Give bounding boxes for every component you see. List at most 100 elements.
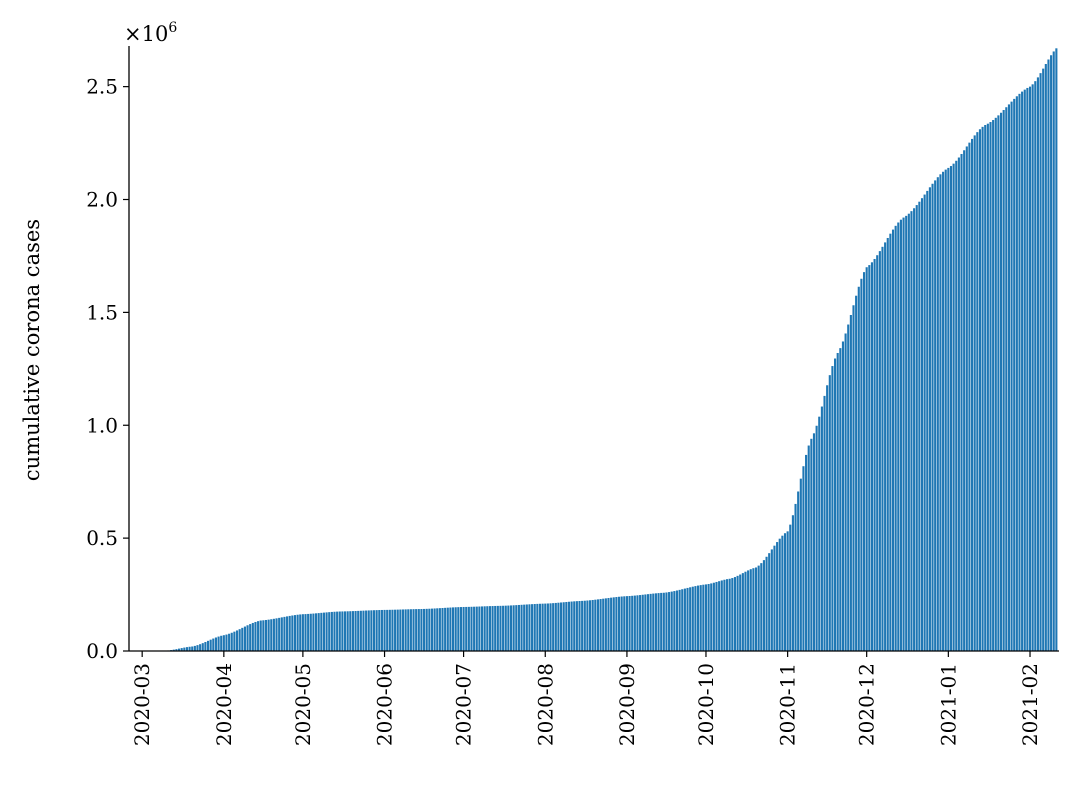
bar [1003, 110, 1005, 651]
bar [549, 603, 551, 651]
bar [629, 596, 631, 651]
bar [447, 608, 449, 651]
bar [642, 595, 644, 651]
bar [441, 608, 443, 651]
bar [592, 600, 594, 651]
bar [723, 580, 725, 651]
bar [254, 622, 256, 651]
bar [357, 611, 359, 651]
bar [225, 635, 227, 651]
bar [787, 531, 789, 651]
bar [821, 407, 823, 651]
x-tick-label: 2020-07 [452, 663, 476, 746]
bar [694, 586, 696, 651]
bar [528, 604, 530, 651]
bar [813, 433, 815, 651]
bar [1018, 94, 1020, 651]
bar [676, 590, 678, 651]
bar [304, 614, 306, 651]
bar [984, 125, 986, 651]
bar [636, 595, 638, 651]
bar [544, 604, 546, 651]
bar [199, 644, 201, 651]
bar [370, 610, 372, 651]
bar [291, 615, 293, 651]
bar [215, 637, 217, 651]
bar [800, 479, 802, 651]
bar [982, 127, 984, 651]
bar [650, 594, 652, 651]
bar [974, 135, 976, 651]
bar [196, 645, 198, 651]
bar [265, 620, 267, 651]
bar [1005, 107, 1007, 651]
bar [605, 598, 607, 651]
bar [947, 168, 949, 651]
bar [686, 588, 688, 651]
bar [365, 611, 367, 651]
bar [439, 608, 441, 651]
bar [715, 582, 717, 651]
x-tick-label: 2020-09 [615, 663, 639, 746]
bar [347, 611, 349, 651]
bar [860, 279, 862, 651]
bar [634, 596, 636, 651]
bar [1034, 81, 1036, 651]
bar [979, 129, 981, 651]
bar [252, 623, 254, 651]
bar [958, 158, 960, 651]
bar [352, 611, 354, 651]
bar [987, 124, 989, 651]
bar [726, 579, 728, 651]
x-tick-label: 2020-08 [533, 663, 557, 746]
bar [497, 606, 499, 651]
bar [1055, 48, 1057, 651]
y-tick-label: 1.5 [86, 300, 118, 324]
bar [460, 607, 462, 651]
bar [671, 592, 673, 651]
bar [397, 610, 399, 651]
bar [194, 646, 196, 651]
bar [262, 620, 264, 651]
bar [302, 614, 304, 651]
bar [584, 601, 586, 651]
bar [895, 226, 897, 651]
bar [218, 637, 220, 651]
bar [1050, 55, 1052, 651]
bar [692, 587, 694, 651]
bar [884, 242, 886, 651]
bar [233, 632, 235, 651]
bar [386, 610, 388, 651]
bar [942, 172, 944, 651]
bar [644, 594, 646, 651]
bar [355, 611, 357, 651]
bar [289, 616, 291, 651]
bar [713, 583, 715, 651]
bar [402, 609, 404, 651]
x-tick-label: 2020-06 [373, 663, 397, 746]
x-tick-label: 2020-04 [212, 663, 236, 746]
bar [863, 272, 865, 651]
bar [665, 592, 667, 651]
bar [797, 491, 799, 651]
bar [960, 154, 962, 651]
bar [760, 563, 762, 651]
bar [779, 539, 781, 651]
bar [594, 600, 596, 651]
bar [436, 608, 438, 651]
bar [971, 139, 973, 651]
bar [1029, 87, 1031, 651]
bar [876, 255, 878, 651]
bar [621, 597, 623, 651]
bar [968, 143, 970, 651]
bar [513, 605, 515, 651]
bar [1053, 51, 1055, 651]
bar [829, 375, 831, 651]
bar [323, 613, 325, 651]
bar [995, 118, 997, 651]
bar [457, 607, 459, 651]
bar [312, 614, 314, 651]
bar [755, 567, 757, 651]
